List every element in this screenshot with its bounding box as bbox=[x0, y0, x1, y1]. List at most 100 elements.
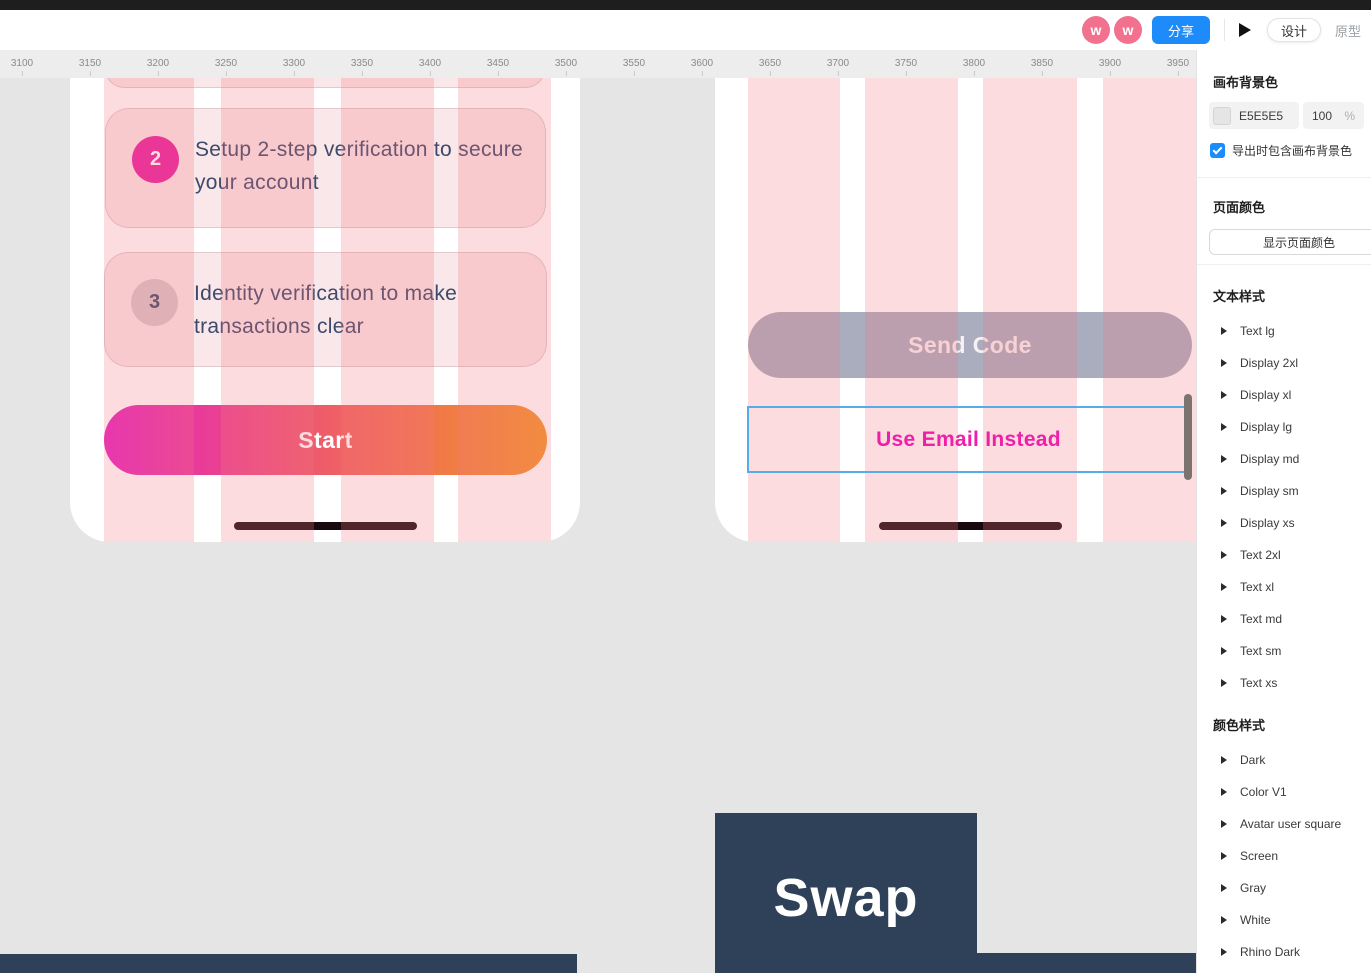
step-text: Identity verification to make transactio… bbox=[194, 277, 457, 343]
text-style-item[interactable]: Display xl bbox=[1197, 379, 1371, 411]
collaborator-avatar[interactable]: w bbox=[1081, 16, 1110, 44]
text-style-item[interactable]: Text lg bbox=[1197, 315, 1371, 347]
frame-edge-bottom-right[interactable] bbox=[977, 953, 1196, 973]
percent-sign: % bbox=[1344, 108, 1355, 123]
expand-arrow-icon[interactable] bbox=[1221, 852, 1227, 860]
expand-arrow-icon[interactable] bbox=[1221, 583, 1227, 591]
ruler-tick-label: 3250 bbox=[214, 58, 238, 76]
design-canvas[interactable]: 3100 3150 3200 3250 3300 3350 3400 3450 3500 3550… bbox=[0, 50, 1196, 973]
export-include-bg-label: 导出时包含画布背景色 bbox=[1232, 144, 1353, 158]
ruler-tick-label: 3200 bbox=[146, 58, 170, 76]
ruler-tick-label: 3750 bbox=[894, 58, 918, 76]
text-styles-list: Text lg Display 2xl Display xl Display l… bbox=[1197, 315, 1371, 699]
tab-design[interactable]: 设计 bbox=[1266, 18, 1321, 42]
color-style-item[interactable]: Steel Pink bbox=[1197, 968, 1371, 973]
style-name: Text lg bbox=[1240, 324, 1275, 338]
color-style-item[interactable]: Screen bbox=[1197, 840, 1371, 872]
frame-send-code[interactable]: Send Code Use Email Instead bbox=[715, 78, 1196, 542]
canvas-bg-color-input[interactable]: E5E5E5 bbox=[1209, 102, 1299, 129]
show-page-color-button[interactable]: 显示页面颜色 bbox=[1209, 229, 1371, 255]
expand-arrow-icon[interactable] bbox=[1221, 679, 1227, 687]
style-name: Text sm bbox=[1240, 644, 1282, 658]
text-style-item[interactable]: Display 2xl bbox=[1197, 347, 1371, 379]
color-style-item[interactable]: Avatar user square bbox=[1197, 808, 1371, 840]
expand-arrow-icon[interactable] bbox=[1221, 756, 1227, 764]
style-name: Rhino Dark bbox=[1240, 945, 1301, 959]
ruler-tick-label: 3600 bbox=[690, 58, 714, 76]
text-style-item[interactable]: Text sm bbox=[1197, 635, 1371, 667]
color-style-item[interactable]: Rhino Dark bbox=[1197, 936, 1371, 968]
expand-arrow-icon[interactable] bbox=[1221, 615, 1227, 623]
text-style-item[interactable]: Text xl bbox=[1197, 571, 1371, 603]
color-style-item[interactable]: White bbox=[1197, 904, 1371, 936]
export-include-bg-row[interactable]: 导出时包含画布背景色 bbox=[1210, 142, 1371, 159]
vertical-scrollbar[interactable] bbox=[1184, 394, 1192, 480]
expand-arrow-icon[interactable] bbox=[1221, 423, 1227, 431]
ruler-tick-label: 3550 bbox=[622, 58, 646, 76]
send-code-button[interactable]: Send Code bbox=[748, 312, 1192, 378]
style-name: White bbox=[1240, 913, 1271, 927]
expand-arrow-icon[interactable] bbox=[1221, 551, 1227, 559]
step-number-badge: 2 bbox=[132, 136, 179, 183]
text-style-item[interactable]: Display lg bbox=[1197, 411, 1371, 443]
text-style-item[interactable]: Text xs bbox=[1197, 667, 1371, 699]
color-style-item[interactable]: Color V1 bbox=[1197, 776, 1371, 808]
style-name: Text md bbox=[1240, 612, 1283, 626]
ruler-tick-label: 3350 bbox=[350, 58, 374, 76]
home-indicator bbox=[879, 522, 1062, 530]
text-style-item[interactable]: Display xs bbox=[1197, 507, 1371, 539]
style-name: Display xs bbox=[1240, 516, 1295, 530]
expand-arrow-icon[interactable] bbox=[1221, 391, 1227, 399]
text-style-item[interactable]: Text md bbox=[1197, 603, 1371, 635]
expand-arrow-icon[interactable] bbox=[1221, 327, 1227, 335]
text-style-item[interactable]: Display sm bbox=[1197, 475, 1371, 507]
step-card-2[interactable]: 2 Setup 2-step verification to secure yo… bbox=[105, 108, 546, 228]
ruler-tick-label: 3900 bbox=[1098, 58, 1122, 76]
frame-onboarding-steps[interactable]: 2 Setup 2-step verification to secure yo… bbox=[70, 78, 580, 542]
color-style-item[interactable]: Gray bbox=[1197, 872, 1371, 904]
expand-arrow-icon[interactable] bbox=[1221, 820, 1227, 828]
style-name: Display 2xl bbox=[1240, 356, 1299, 370]
style-name: Color V1 bbox=[1240, 785, 1287, 799]
expand-arrow-icon[interactable] bbox=[1221, 487, 1227, 495]
color-styles-section-title: 颜色样式 bbox=[1213, 718, 1266, 733]
collaborator-avatar[interactable]: w bbox=[1113, 16, 1142, 44]
color-styles-list: Dark Color V1 Avatar user square Screen … bbox=[1197, 744, 1371, 973]
play-icon[interactable] bbox=[1238, 23, 1251, 37]
text-style-item[interactable]: Display md bbox=[1197, 443, 1371, 475]
share-button[interactable]: 分享 bbox=[1151, 16, 1210, 44]
start-button[interactable]: Start bbox=[104, 405, 547, 475]
style-name: Text xl bbox=[1240, 580, 1275, 594]
color-swatch[interactable] bbox=[1213, 106, 1231, 125]
ruler-tick-label: 3700 bbox=[826, 58, 850, 76]
step-text: Setup 2-step verification to secure your… bbox=[195, 133, 523, 199]
frame-edge-bottom-left[interactable] bbox=[0, 954, 577, 973]
use-email-link[interactable]: Use Email Instead bbox=[876, 427, 1061, 451]
selection-bounding-box[interactable]: Use Email Instead bbox=[747, 406, 1190, 473]
ruler-tick-label: 3100 bbox=[10, 58, 34, 76]
expand-arrow-icon[interactable] bbox=[1221, 519, 1227, 527]
style-name: Gray bbox=[1240, 881, 1267, 895]
expand-arrow-icon[interactable] bbox=[1221, 884, 1227, 892]
opacity-input[interactable]: 100 % bbox=[1303, 102, 1364, 129]
step-number-badge: 3 bbox=[131, 279, 178, 326]
step-text-line2: your account bbox=[195, 171, 319, 194]
expand-arrow-icon[interactable] bbox=[1221, 916, 1227, 924]
tab-prototype[interactable]: 原型 bbox=[1334, 23, 1361, 39]
expand-arrow-icon[interactable] bbox=[1221, 948, 1227, 956]
expand-arrow-icon[interactable] bbox=[1221, 788, 1227, 796]
color-style-item[interactable]: Dark bbox=[1197, 744, 1371, 776]
expand-arrow-icon[interactable] bbox=[1221, 647, 1227, 655]
step-card-3[interactable]: 3 Identity verification to make transact… bbox=[104, 252, 547, 367]
step-card-partial[interactable] bbox=[105, 78, 545, 88]
style-name: Text xs bbox=[1240, 676, 1278, 690]
checkbox-checked-icon[interactable] bbox=[1210, 143, 1225, 158]
expand-arrow-icon[interactable] bbox=[1221, 359, 1227, 367]
style-name: Avatar user square bbox=[1240, 817, 1342, 831]
ruler-tick-label: 3150 bbox=[78, 58, 102, 76]
frame-swap-header[interactable]: Swap bbox=[715, 813, 977, 973]
horizontal-ruler: 3100 3150 3200 3250 3300 3350 3400 3450 3500 3550… bbox=[0, 50, 1196, 78]
expand-arrow-icon[interactable] bbox=[1221, 455, 1227, 463]
step-text-line2: transactions clear bbox=[194, 315, 364, 338]
text-style-item[interactable]: Text 2xl bbox=[1197, 539, 1371, 571]
